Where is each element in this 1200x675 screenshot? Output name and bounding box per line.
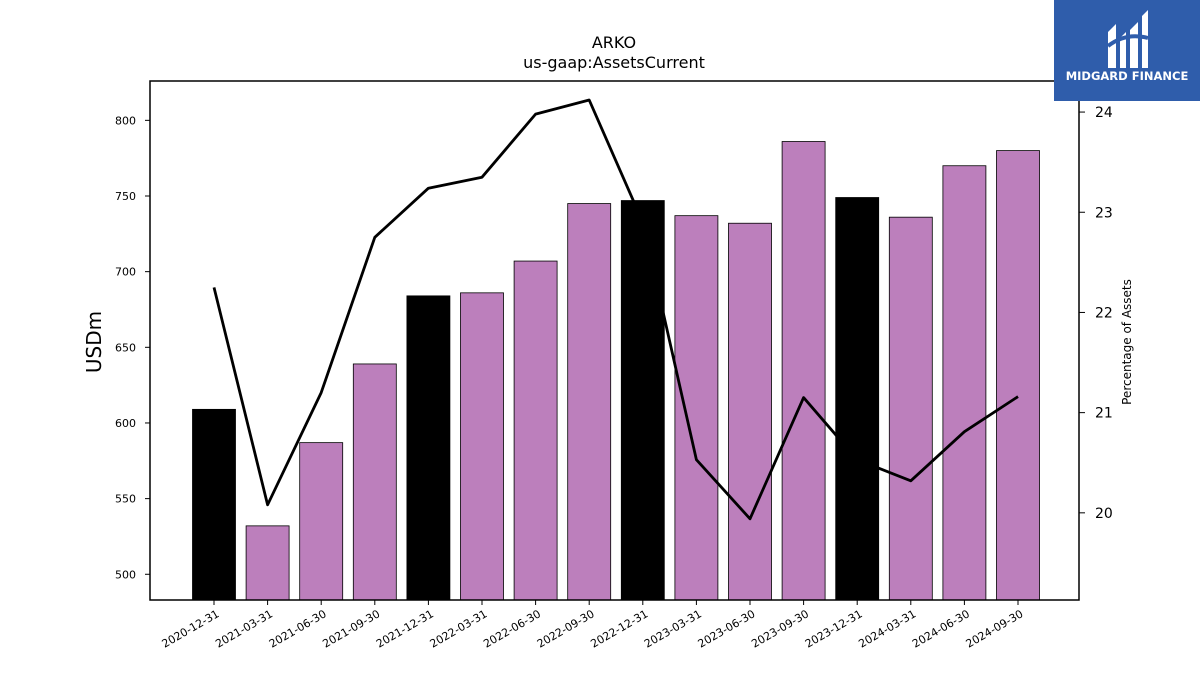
y2-tick-label: 20 — [1095, 506, 1113, 522]
y2-tick-label: 22 — [1095, 305, 1113, 321]
bar-2020-12-31 — [192, 408, 236, 601]
x-tick-label: 2023-09-30 — [749, 607, 811, 650]
y-tick-label: 500 — [115, 568, 136, 581]
bar-group — [192, 141, 1040, 601]
y2-tick-label: 23 — [1095, 205, 1113, 221]
bar-2023-09-30 — [781, 141, 826, 601]
x-tick-label: 2021-12-31 — [374, 607, 436, 650]
y2-tick-label: 21 — [1095, 406, 1113, 422]
bar-2022-03-31 — [460, 292, 504, 601]
y2-tick-label: 24 — [1095, 105, 1113, 121]
x-tick-label: 2023-06-30 — [696, 607, 758, 650]
x-tick-label: 2023-12-31 — [803, 607, 865, 650]
logo-mark-icon — [1106, 10, 1149, 68]
x-tick-label: 2024-06-30 — [910, 607, 972, 650]
x-tick-label: 2024-03-31 — [856, 607, 918, 650]
x-tick-label: 2023-03-31 — [642, 607, 704, 650]
y-tick-label: 650 — [115, 341, 136, 354]
bar-2021-12-31 — [406, 295, 451, 601]
bar-2021-06-30 — [299, 442, 344, 601]
y-tick-label: 600 — [115, 417, 136, 430]
bar-2024-03-31 — [888, 216, 933, 601]
percentage-line — [212, 98, 1019, 521]
x-tick-label: 2024-09-30 — [964, 607, 1026, 650]
y-tick-label: 750 — [115, 190, 136, 203]
y-tick-label: 700 — [115, 266, 136, 279]
y-axis-label: USDm — [82, 311, 106, 373]
chart-title: ARKO — [592, 33, 636, 52]
x-tick-label: 2022-03-31 — [428, 607, 490, 650]
bar-2022-12-31 — [620, 200, 665, 601]
bar-2022-09-30 — [567, 203, 612, 601]
bar-2024-06-30 — [942, 165, 987, 601]
plot-frame — [149, 80, 1080, 601]
x-tick-label: 2022-09-30 — [535, 607, 597, 650]
x-tick-label: 2021-03-31 — [213, 607, 275, 650]
y-tick-label: 800 — [115, 114, 136, 127]
left-axis: 500 550 600 650 700 750 800 — [115, 114, 150, 581]
y-tick-label: 550 — [115, 493, 136, 506]
bar-2023-06-30 — [728, 222, 772, 601]
bar-2023-03-31 — [674, 215, 719, 601]
x-tick-label: 2022-06-30 — [481, 607, 543, 650]
bar-2021-03-31 — [245, 525, 290, 601]
chart-subtitle: us-gaap:AssetsCurrent — [523, 53, 705, 72]
x-tick-label: 2021-09-30 — [320, 607, 382, 650]
x-tick-label: 2021-06-30 — [267, 607, 329, 650]
bar-2023-12-31 — [835, 197, 880, 601]
x-tick-label: 2020-12-31 — [160, 607, 222, 650]
x-tick-label: 2022-12-31 — [588, 607, 650, 650]
bar-2021-09-30 — [352, 363, 397, 601]
midgard-finance-logo: MIDGARD FINANCE — [1054, 0, 1200, 101]
logo-text: MIDGARD FINANCE — [1065, 69, 1189, 83]
bar-2024-09-30 — [996, 150, 1040, 601]
y2-axis-label: Percentage of Assets — [1120, 279, 1134, 405]
x-axis: 2020-12-312021-03-312021-06-302021-09-30… — [160, 600, 1026, 651]
line-group — [212, 98, 1019, 521]
bar-2022-06-30 — [513, 260, 558, 601]
right-axis: 20 21 22 23 24 — [1079, 105, 1113, 522]
